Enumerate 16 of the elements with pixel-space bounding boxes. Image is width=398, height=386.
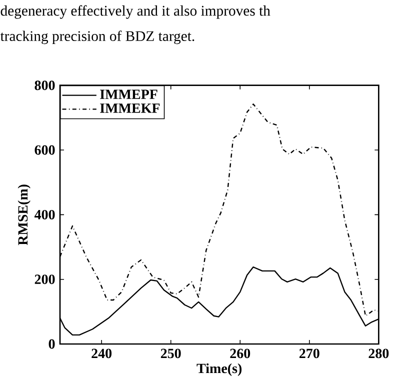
x-tick-label: 250 <box>160 348 181 358</box>
legend-label: IMMEKF <box>100 104 160 113</box>
x-tick-label: 280 <box>368 348 389 358</box>
text: tracking precision of BDZ target. <box>0 30 194 44</box>
y-tick-label: 0 <box>48 339 55 349</box>
y-tick-label: 200 <box>34 274 55 284</box>
text: degeneracy effectively and it also improves th <box>0 5 270 19</box>
y-tick-label: 400 <box>34 210 55 220</box>
x-tick-label: 240 <box>92 348 112 358</box>
x-axis-title: Time(s) <box>196 363 242 376</box>
y-tick-label: 800 <box>34 80 55 90</box>
y-tick-label: 600 <box>34 145 55 155</box>
x-tick-label: 270 <box>299 348 320 358</box>
x-tick-label: 260 <box>230 348 250 358</box>
legend-label: IMMEPF <box>100 90 158 99</box>
y-axis-title: RMSE(m) <box>18 184 30 246</box>
